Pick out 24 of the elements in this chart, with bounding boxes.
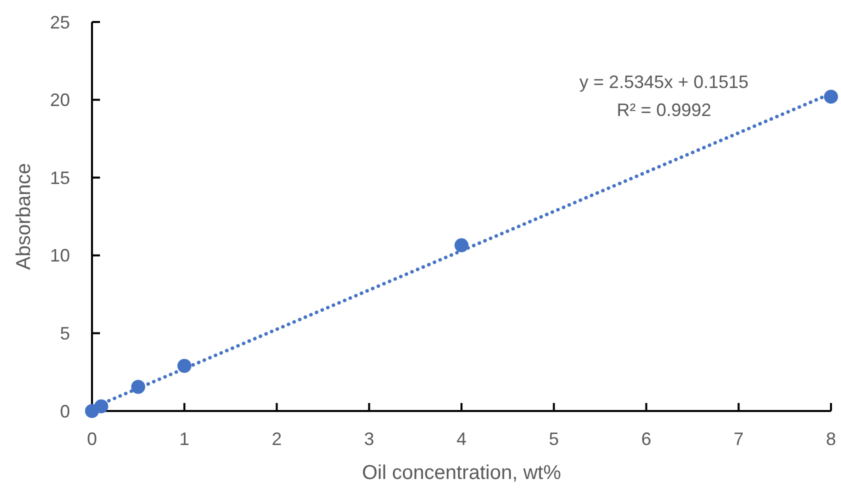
point <box>177 358 192 373</box>
point <box>131 380 146 394</box>
x-tick-label: 8 <box>826 429 836 449</box>
y-tick-label: 5 <box>60 324 70 344</box>
x-tick-label: 4 <box>456 429 467 449</box>
x-axis-title: Oil concentration, wt% <box>362 462 562 484</box>
y-tick-label: 20 <box>50 90 70 110</box>
x-tick-label: 1 <box>179 429 190 449</box>
y-tick-label: 15 <box>50 168 70 188</box>
x-tick-label: 6 <box>641 429 652 449</box>
point <box>94 399 108 414</box>
x-tick-label: 0 <box>86 429 98 449</box>
annotation: R² = 0.9992 <box>616 100 712 120</box>
x-tick-label: 5 <box>548 429 559 449</box>
y-tick-label: 0 <box>60 401 70 422</box>
y-axis-title: Absorbance <box>13 163 35 270</box>
x-tick-label: 2 <box>272 429 282 449</box>
x-tick-label: 7 <box>734 429 744 449</box>
y-tick-label: 25 <box>50 12 70 32</box>
y-tick-label: 10 <box>50 246 70 266</box>
point <box>454 238 468 252</box>
point <box>824 90 838 104</box>
x-tick-label: 3 <box>364 429 374 449</box>
annotation: y = 2.5345x + 0.1515 <box>579 72 749 92</box>
